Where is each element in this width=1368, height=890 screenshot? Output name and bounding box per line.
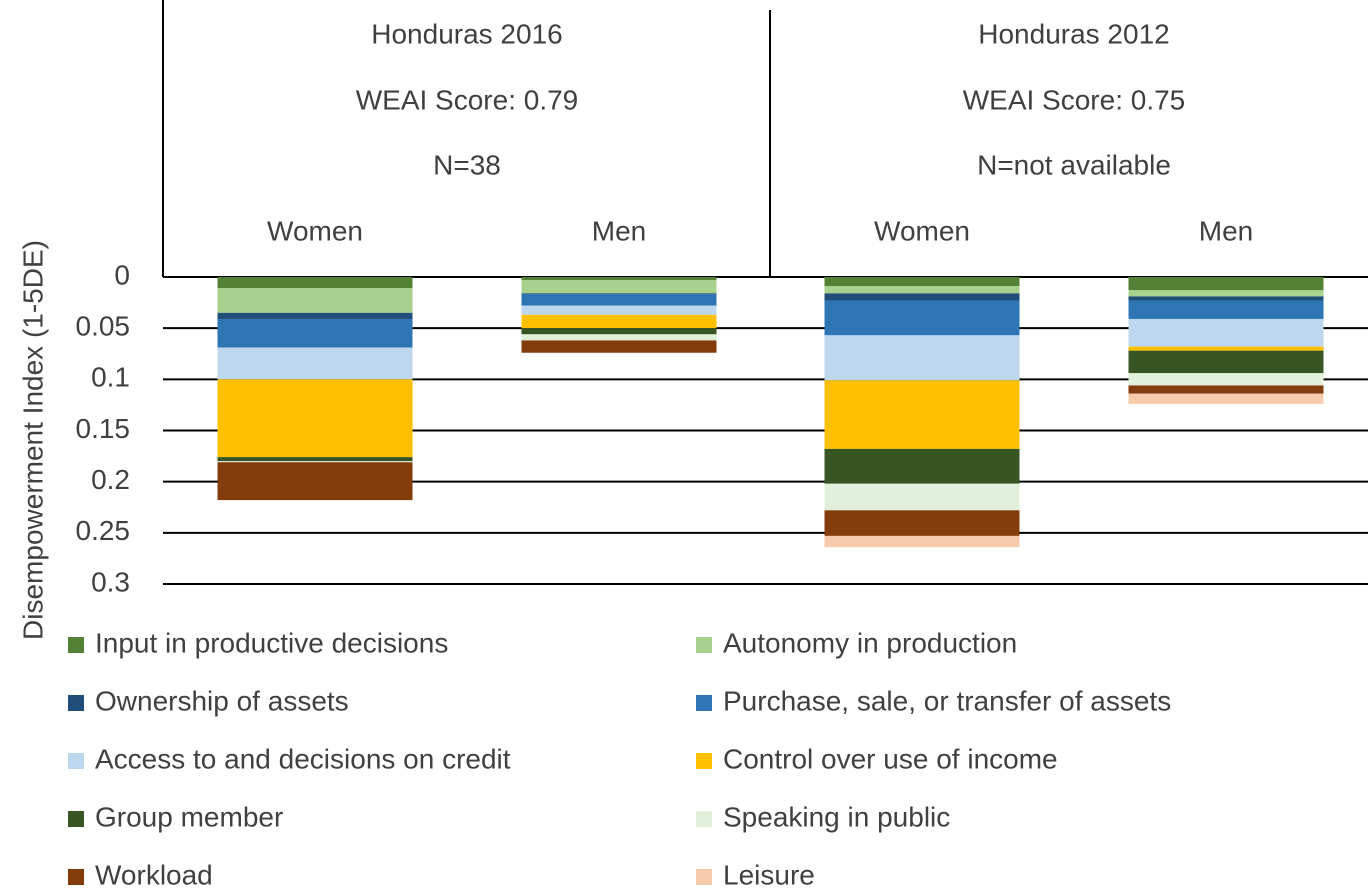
legend-swatch: [68, 695, 84, 711]
bar-segment: [521, 314, 717, 329]
legend-label: Input in productive decisions: [95, 627, 448, 658]
legend-swatch: [696, 811, 712, 827]
bar-segment: [824, 335, 1020, 381]
group-title: Honduras 2012: [978, 18, 1169, 49]
group-score: WEAI Score: 0.79: [356, 84, 579, 115]
group-n: N=not available: [977, 149, 1171, 180]
legend-swatch: [68, 869, 84, 885]
y-tick-label: 0.1: [91, 362, 130, 393]
legend-label: Access to and decisions on credit: [95, 743, 511, 774]
bar-segment: [217, 379, 413, 458]
bar-segment: [1128, 318, 1324, 347]
legend-label: Workload: [95, 859, 213, 890]
bar-segment: [521, 277, 717, 281]
bar-segment: [1128, 346, 1324, 351]
bar-segment: [1128, 350, 1324, 374]
y-tick-label: 0.3: [91, 566, 130, 597]
x-tick-label: Men: [1199, 215, 1253, 246]
bar-segment: [217, 312, 413, 319]
legend-label: Control over use of income: [723, 743, 1058, 774]
group-score: WEAI Score: 0.75: [963, 84, 1186, 115]
legend-label: Autonomy in production: [723, 627, 1017, 658]
bar-segment: [1128, 296, 1324, 301]
bar-segment: [217, 457, 413, 462]
bar-segment: [1128, 300, 1324, 319]
bar-segment: [217, 277, 413, 289]
bar-segment: [1128, 385, 1324, 394]
bar-segment: [521, 334, 717, 341]
legend-label: Purchase, sale, or transfer of assets: [723, 685, 1171, 716]
legend-label: Group member: [95, 801, 283, 832]
legend-swatch: [696, 869, 712, 885]
group-n: N=38: [433, 149, 501, 180]
y-tick-label: 0: [114, 259, 130, 290]
bar-segment: [521, 328, 717, 335]
bar-segment: [824, 483, 1020, 511]
bar-segment: [824, 277, 1020, 287]
bar-segment: [217, 462, 413, 501]
bar-segment: [521, 280, 717, 294]
bar-segment: [521, 340, 717, 353]
x-tick-label: Women: [874, 215, 970, 246]
legend-swatch: [696, 695, 712, 711]
legend-swatch: [696, 753, 712, 769]
bar-segment: [521, 305, 717, 315]
legend-swatch: [696, 637, 712, 653]
bar-segment: [824, 448, 1020, 484]
legend-swatch: [68, 753, 84, 769]
bar-segment: [824, 535, 1020, 548]
bar-segment: [824, 510, 1020, 536]
y-tick-label: 0.2: [91, 464, 130, 495]
bar-segment: [824, 300, 1020, 336]
group-title: Honduras 2016: [371, 18, 562, 49]
legend-label: Ownership of assets: [95, 685, 349, 716]
legend-swatch: [68, 811, 84, 827]
legend-label: Speaking in public: [723, 801, 950, 832]
bar-segment: [1128, 373, 1324, 386]
y-tick-label: 0.05: [76, 311, 131, 342]
bar-segment: [521, 294, 717, 306]
bar-segment: [824, 293, 1020, 301]
bar-segment: [1128, 277, 1324, 291]
x-tick-label: Men: [592, 215, 646, 246]
y-tick-label: 0.25: [76, 515, 131, 546]
bar-segment: [217, 347, 413, 380]
y-tick-label: 0.15: [76, 413, 131, 444]
legend-swatch: [68, 637, 84, 653]
bar-segment: [1128, 393, 1324, 404]
y-axis-label: Disempowerment Index (1-5DE): [17, 240, 48, 640]
bar-segment: [521, 293, 717, 295]
bar-segment: [824, 380, 1020, 449]
legend-label: Leisure: [723, 859, 815, 890]
bar-segment: [217, 461, 413, 463]
bar-segment: [217, 288, 413, 313]
x-tick-label: Women: [267, 215, 363, 246]
bar-segment: [217, 318, 413, 348]
bar-segment: [824, 286, 1020, 294]
bar-segment: [1128, 290, 1324, 297]
